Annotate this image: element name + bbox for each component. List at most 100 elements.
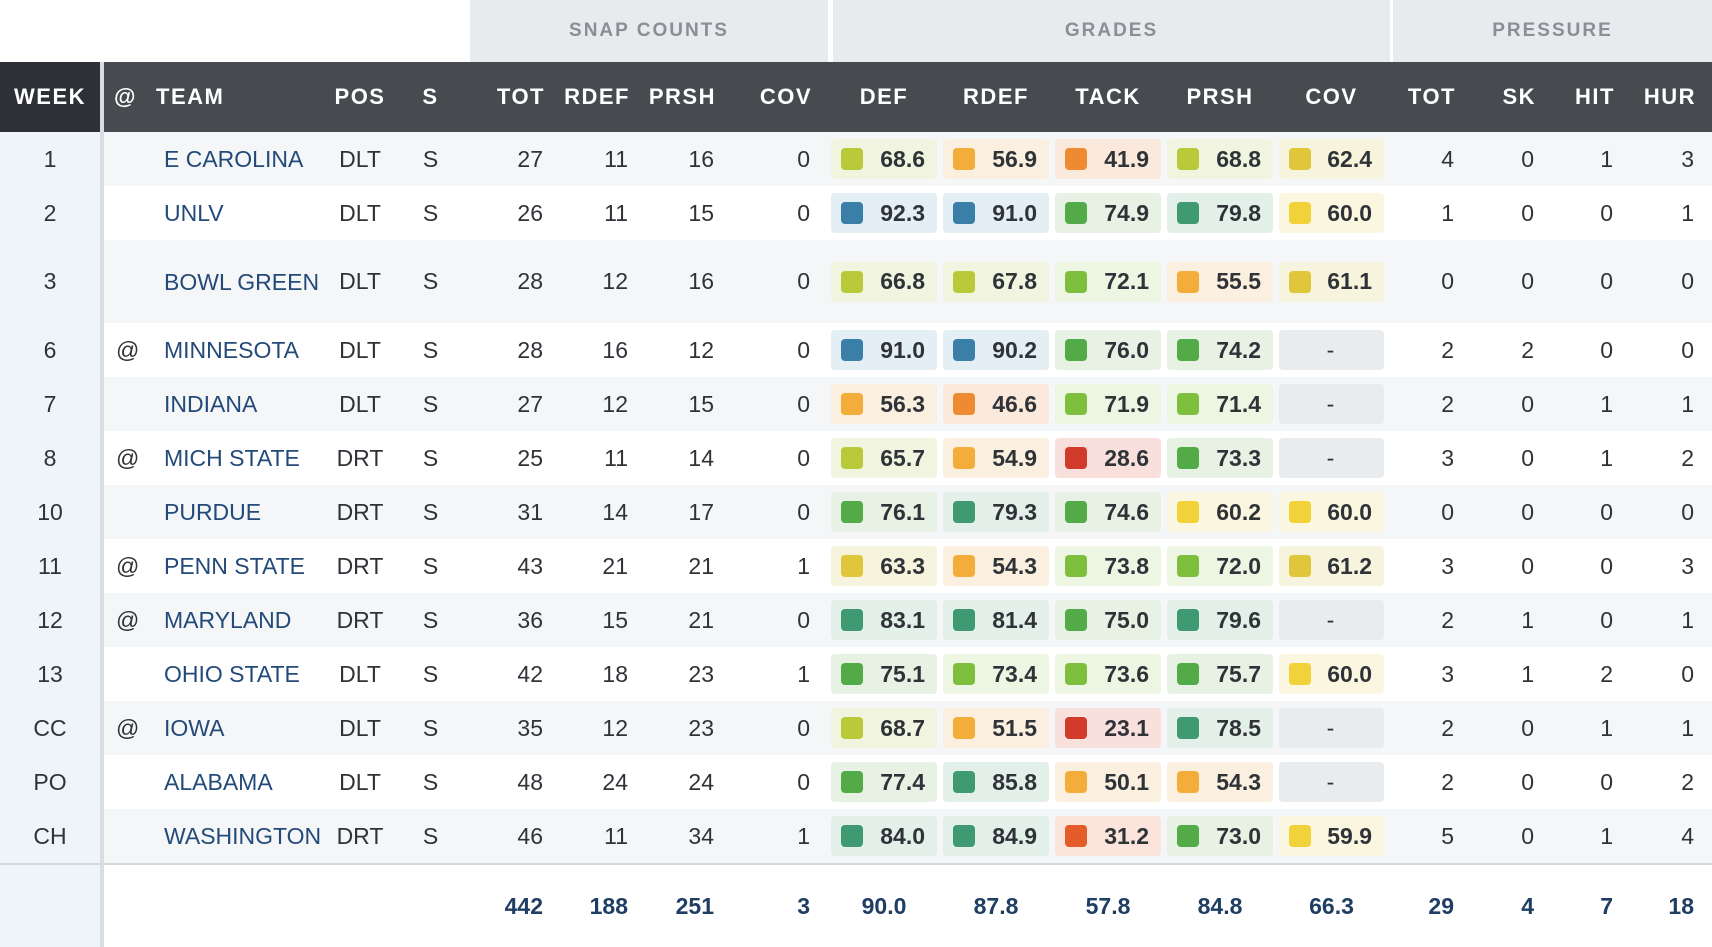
grade-badge: 73.0 xyxy=(1167,816,1273,856)
team-link[interactable]: PURDUE xyxy=(144,485,329,539)
pressure-tot-cell: 3 xyxy=(1387,539,1472,593)
grade-value: 41.9 xyxy=(1104,145,1149,172)
grade-tack-cell: 74.6 xyxy=(1052,485,1164,539)
col-team[interactable]: TEAM xyxy=(144,62,329,132)
team-link[interactable]: UNLV xyxy=(144,186,329,240)
table-row[interactable]: 11 @ PENN STATE DRT S 43 21 21 1 63.3 54.3 73.8 72.0… xyxy=(0,539,1712,593)
grade-badge: 78.5 xyxy=(1167,708,1273,748)
col-snap-prsh[interactable]: PRSH xyxy=(646,62,732,132)
table-row[interactable]: 12 @ MARYLAND DRT S 36 15 21 0 83.1 81.4 75.0 79.6-2… xyxy=(0,593,1712,647)
col-at[interactable]: @ xyxy=(102,62,144,132)
grade-rdef-cell: 81.4 xyxy=(940,593,1052,647)
grade-value: 81.4 xyxy=(992,606,1037,633)
snap-cov-cell: 0 xyxy=(732,485,828,539)
grade-badge: 28.6 xyxy=(1055,438,1161,478)
col-grade-cov[interactable]: COV xyxy=(1276,62,1387,132)
grade-color-swatch xyxy=(1065,771,1087,793)
grade-badge: 71.9 xyxy=(1055,384,1161,424)
table-row[interactable]: 8 @ MICH STATE DRT S 25 11 14 0 65.7 54.9 28.6 73.3-… xyxy=(0,431,1712,485)
grade-prsh-cell: 55.5 xyxy=(1164,240,1276,323)
team-link[interactable]: MINNESOTA xyxy=(144,323,329,377)
team-link[interactable]: WASHINGTON xyxy=(144,809,329,864)
week-cell: 3 xyxy=(0,240,104,323)
grade-value: 74.2 xyxy=(1216,336,1261,363)
table-row[interactable]: 3 BOWL GREEN DLT S 28 12 16 0 66.8 67.8 72.1 55.5 61… xyxy=(0,240,1712,323)
team-link[interactable]: OHIO STATE xyxy=(144,647,329,701)
totals-blank-team xyxy=(144,863,329,947)
col-pos[interactable]: POS xyxy=(329,62,391,132)
pressure-hur-cell: 0 xyxy=(1631,323,1712,377)
grade-badge: 55.5 xyxy=(1167,261,1273,302)
col-grade-def[interactable]: DEF xyxy=(828,62,940,132)
snap-prsh-cell: 24 xyxy=(646,755,732,809)
grade-badge: 91.0 xyxy=(943,193,1049,233)
col-week[interactable]: WEEK xyxy=(0,62,104,132)
grade-badge: 31.2 xyxy=(1055,816,1161,856)
grade-cov-cell: - xyxy=(1276,431,1387,485)
table-row[interactable]: PO ALABAMA DLT S 48 24 24 0 77.4 85.8 50.1 54.3-2 0 0… xyxy=(0,755,1712,809)
pos-cell: DRT xyxy=(329,539,391,593)
grade-badge: 60.0 xyxy=(1279,193,1384,233)
pressure-hur-cell: 3 xyxy=(1631,132,1712,186)
snap-tot-cell: 27 xyxy=(470,377,561,431)
pressure-hur-cell: 1 xyxy=(1631,377,1712,431)
snap-tot-cell: 27 xyxy=(470,132,561,186)
grade-badge: 83.1 xyxy=(831,600,937,640)
table-row[interactable]: 10 PURDUE DRT S 31 14 17 0 76.1 79.3 74.6 60.2 60.0 0… xyxy=(0,485,1712,539)
grade-value: - xyxy=(1326,390,1335,417)
col-grade-prsh[interactable]: PRSH xyxy=(1164,62,1276,132)
grade-badge: 81.4 xyxy=(943,600,1049,640)
grade-color-swatch xyxy=(1177,270,1199,293)
week-cell: 7 xyxy=(0,377,104,431)
table-row[interactable]: 13 OHIO STATE DLT S 42 18 23 1 75.1 73.4 73.6 75.7 6… xyxy=(0,647,1712,701)
col-snap-tot[interactable]: TOT xyxy=(470,62,561,132)
grade-badge: 63.3 xyxy=(831,546,937,586)
grade-badge: 60.0 xyxy=(1279,654,1384,694)
col-pressure-sk[interactable]: SK xyxy=(1472,62,1552,132)
grade-value: 59.9 xyxy=(1327,822,1372,849)
grade-badge: - xyxy=(1279,330,1384,370)
table-row[interactable]: 7 INDIANA DLT S 27 12 15 0 56.3 46.6 71.9 71.4-2 0 1 1 xyxy=(0,377,1712,431)
team-link[interactable]: INDIANA xyxy=(144,377,329,431)
table-row[interactable]: 2 UNLV DLT S 26 11 15 0 92.3 91.0 74.9 79.8 60.0 1 0 0 1 xyxy=(0,186,1712,240)
snap-prsh-cell: 21 xyxy=(646,539,732,593)
table-row[interactable]: CC @ IOWA DLT S 35 12 23 0 68.7 51.5 23.1 78.5-2 0 1 1 xyxy=(0,701,1712,755)
col-s[interactable]: S xyxy=(391,62,470,132)
col-pressure-hur[interactable]: HUR xyxy=(1631,62,1712,132)
team-link[interactable]: E CAROLINA xyxy=(144,132,329,186)
grade-value: 54.9 xyxy=(992,444,1037,471)
grade-value: 79.6 xyxy=(1216,606,1261,633)
team-link[interactable]: MICH STATE xyxy=(144,431,329,485)
team-link[interactable]: BOWL GREEN xyxy=(144,240,329,323)
grade-color-swatch xyxy=(1289,148,1311,170)
table-row[interactable]: CH WASHINGTON DRT S 46 11 34 1 84.0 84.9 31.2 73.0 5… xyxy=(0,809,1712,864)
col-pressure-tot[interactable]: TOT xyxy=(1387,62,1472,132)
grade-tack-cell: 41.9 xyxy=(1052,132,1164,186)
grade-badge: 61.1 xyxy=(1279,261,1384,302)
pos-cell: DRT xyxy=(329,431,391,485)
team-link[interactable]: MARYLAND xyxy=(144,593,329,647)
grade-badge: - xyxy=(1279,600,1384,640)
pressure-hur-cell: 4 xyxy=(1631,809,1712,864)
team-link[interactable]: PENN STATE xyxy=(144,539,329,593)
col-snap-rdef[interactable]: RDEF xyxy=(561,62,646,132)
col-snap-cov[interactable]: COV xyxy=(732,62,828,132)
snap-cov-cell: 1 xyxy=(732,647,828,701)
team-link[interactable]: IOWA xyxy=(144,701,329,755)
pressure-hit-cell: 0 xyxy=(1552,485,1631,539)
col-pressure-hit[interactable]: HIT xyxy=(1552,62,1631,132)
snap-tot-cell: 25 xyxy=(470,431,561,485)
grade-value: 92.3 xyxy=(880,199,925,226)
snap-rdef-cell: 11 xyxy=(561,186,646,240)
col-grade-tack[interactable]: TACK xyxy=(1052,62,1164,132)
pressure-sk-cell: 0 xyxy=(1472,132,1552,186)
col-grade-rdef[interactable]: RDEF xyxy=(940,62,1052,132)
team-link[interactable]: ALABAMA xyxy=(144,755,329,809)
grade-color-swatch xyxy=(953,771,975,793)
table-row[interactable]: 6 @ MINNESOTA DLT S 28 16 12 0 91.0 90.2 76.0 74.2-2… xyxy=(0,323,1712,377)
grade-rdef-cell: 91.0 xyxy=(940,186,1052,240)
pressure-hur-cell: 0 xyxy=(1631,647,1712,701)
grade-color-swatch xyxy=(841,447,863,469)
week-cell: 2 xyxy=(0,186,104,240)
